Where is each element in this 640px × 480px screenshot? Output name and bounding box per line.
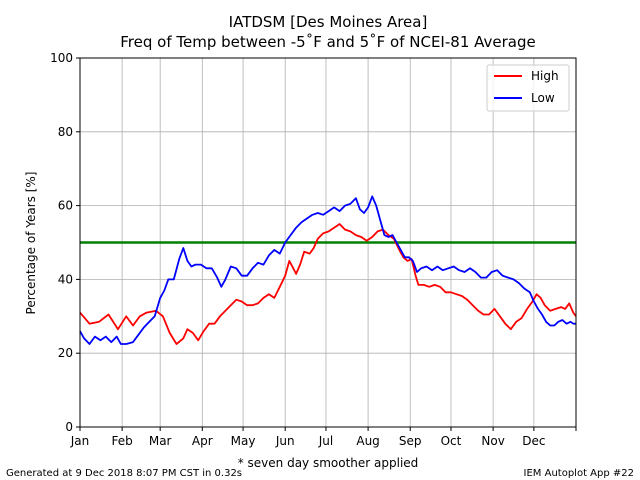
y-tick-label: 20 bbox=[58, 346, 73, 360]
y-tick-label: 100 bbox=[50, 51, 73, 65]
x-tick-label: Mar bbox=[149, 434, 172, 448]
y-tick-label: 80 bbox=[58, 125, 73, 139]
x-tick-label: Jun bbox=[275, 434, 295, 448]
legend-label-low: Low bbox=[531, 91, 555, 105]
legend: High Low bbox=[486, 64, 570, 112]
x-tick-label: Sep bbox=[399, 434, 422, 448]
x-tick-label: Apr bbox=[192, 434, 213, 448]
legend-label-high: High bbox=[531, 69, 559, 83]
footer-app: IEM Autoplot App #22 bbox=[524, 468, 634, 479]
chart-title-line2: Freq of Temp between -5˚F and 5˚F of NCE… bbox=[120, 33, 535, 51]
y-axis-label: Percentage of Years [%] bbox=[24, 172, 38, 315]
x-tick-label: Nov bbox=[481, 434, 504, 448]
x-tick-label: Aug bbox=[356, 434, 379, 448]
series-line-high bbox=[79, 223, 577, 345]
series-line-low bbox=[79, 195, 576, 345]
plot-frame bbox=[79, 57, 577, 428]
chart-title-line1: IATDSM [Des Moines Area] bbox=[229, 13, 428, 31]
series-layer bbox=[79, 195, 577, 345]
x-axis-label: * seven day smoother applied bbox=[238, 456, 419, 470]
y-tick-label: 60 bbox=[58, 199, 73, 213]
x-tick-label: Jul bbox=[318, 434, 333, 448]
x-tick-label: Oct bbox=[441, 434, 462, 448]
x-tick-label: Dec bbox=[522, 434, 545, 448]
footer-generated: Generated at 9 Dec 2018 8:07 PM CST in 0… bbox=[6, 468, 242, 479]
tick-layer: Jan Feb Mar Apr May Jun Jul Aug Sep Oct Nov Dec 0 20 4… bbox=[50, 51, 577, 448]
x-tick-label: May bbox=[231, 434, 256, 448]
y-tick-label: 40 bbox=[58, 272, 73, 286]
x-tick-label: Feb bbox=[112, 434, 133, 448]
y-tick-label: 0 bbox=[65, 420, 73, 434]
x-tick-label: Jan bbox=[70, 434, 90, 448]
